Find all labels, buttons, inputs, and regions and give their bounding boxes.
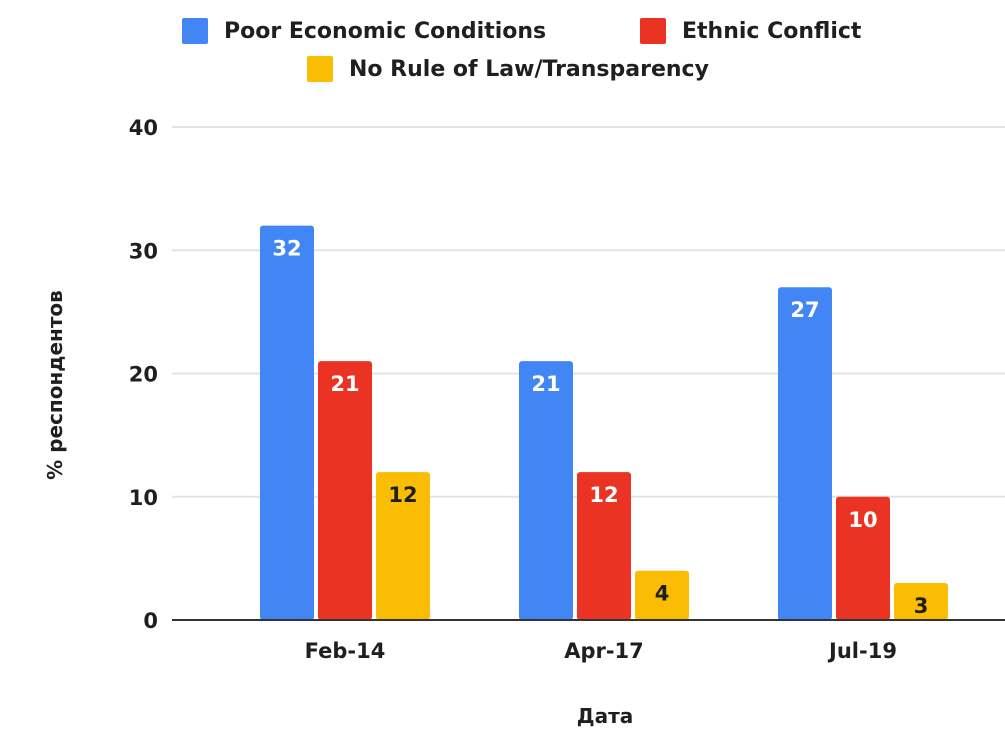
bar [318,361,372,620]
bar [778,287,832,620]
y-tick-label: 30 [129,239,158,263]
y-tick-label: 10 [129,486,158,510]
bar-value-label: 27 [790,298,819,322]
bar-value-label: 10 [848,508,877,532]
bar [836,496,890,620]
axes: 0 10 20 30 40 Feb-14 Apr-17 Jul-19 [129,116,1005,663]
x-axis-title: Дата [577,704,633,728]
bar [260,225,314,620]
bar [376,472,430,620]
bar-value-label: 12 [589,483,618,507]
bar [577,472,631,620]
y-axis-title: % респондентов [43,290,67,480]
x-tick-label: Feb-14 [305,639,386,663]
x-tick-label: Apr-17 [564,639,644,663]
legend: Poor Economic Conditions Ethnic Conflict N… [182,18,862,82]
bar-value-label: 21 [531,372,560,396]
data-labels: 32 21 12 21 12 4 27 10 3 [272,237,928,618]
y-tick-label: 0 [143,609,158,633]
legend-label: Ethnic Conflict [682,19,862,44]
bar-value-label: 12 [388,483,417,507]
bar-value-label: 3 [914,594,929,618]
bar-value-label: 32 [272,237,301,261]
bars [260,225,948,620]
legend-swatch [640,18,666,44]
legend-label: Poor Economic Conditions [224,19,546,44]
y-tick-label: 20 [129,363,158,387]
bar [635,570,689,620]
bar-value-label: 21 [330,372,359,396]
x-tick-label: Jul-19 [827,639,897,663]
bar [519,361,573,620]
legend-label: No Rule of Law/Transparency [349,57,709,82]
legend-swatch [307,56,333,82]
y-tick-label: 40 [129,116,158,140]
bar-value-label: 4 [655,582,670,606]
bar [894,583,948,620]
legend-swatch [182,18,208,44]
